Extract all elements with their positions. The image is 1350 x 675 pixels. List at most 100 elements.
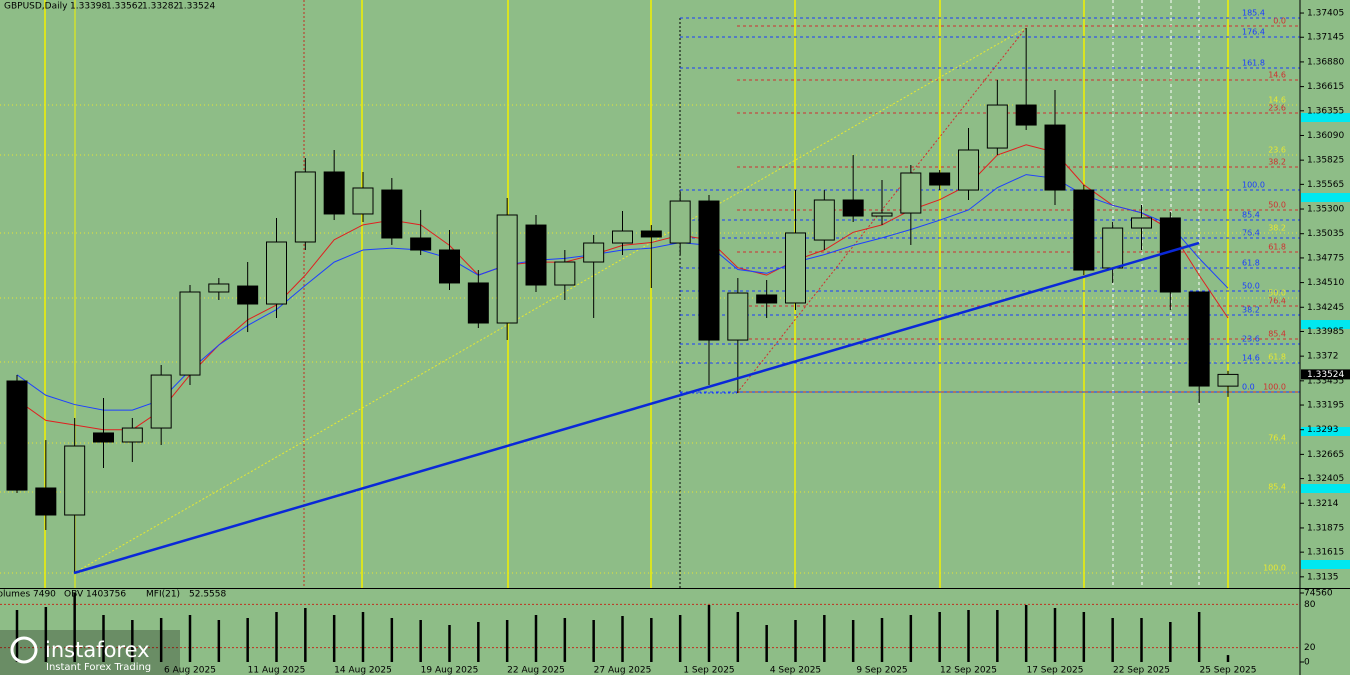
fib-label: 185.4	[1242, 8, 1265, 17]
fib-label: 23.6	[1268, 104, 1286, 113]
x-tick-label: 11 Aug 2025	[248, 666, 306, 675]
fib-label: 50.0	[1268, 288, 1286, 297]
marker	[1301, 560, 1350, 569]
ohlc-low: 1.33282	[142, 2, 179, 12]
fib-label: 23.6	[1242, 335, 1260, 344]
x-tick-label: 12 Sep 2025	[940, 666, 997, 675]
x-tick-label: 9 Sep 2025	[856, 666, 907, 675]
candle-body	[1044, 124, 1066, 191]
axis-markers	[1301, 113, 1350, 569]
x-tick-label: 17 Sep 2025	[1026, 666, 1083, 675]
y-tick-label: 1.34775	[1307, 253, 1344, 263]
fib-line	[73, 27, 1027, 574]
candle-body	[842, 199, 864, 217]
fib-label: 14.6	[1242, 354, 1260, 363]
candle-body	[1015, 104, 1037, 126]
ohlc-high: 1.33562	[106, 2, 143, 12]
y-tick-label: 1.3214	[1307, 499, 1339, 509]
fib-label: 50.0	[1242, 281, 1260, 290]
candle-body	[1073, 189, 1095, 271]
candle-body	[266, 241, 287, 305]
candle-body	[410, 237, 432, 251]
y-tick-label: 1.36355	[1307, 106, 1344, 116]
fib-label: 61.8	[1268, 243, 1286, 252]
y-tick-label: 1.32665	[1307, 450, 1344, 460]
y-tick-label: 1.31875	[1307, 523, 1344, 533]
mfi-tick-label: 20	[1304, 643, 1316, 653]
mfi-tick-label: 80	[1304, 600, 1316, 610]
candle-body	[1102, 227, 1124, 269]
x-tick-label: 22 Aug 2025	[507, 666, 565, 675]
y-tick-label: 1.3293	[1307, 425, 1339, 435]
candle-body	[554, 261, 576, 286]
fib-label: 38.2	[1242, 305, 1260, 314]
candle-body	[525, 224, 547, 286]
x-tick-label: 6 Aug 2025	[164, 666, 216, 675]
volume-tick-label: 0	[1304, 658, 1310, 668]
candle-body	[583, 242, 605, 263]
header: GBPUSD,Daily 1.33398 1.33562 1.33282 1.3…	[4, 2, 215, 12]
candle-body	[756, 294, 778, 304]
y-tick-label: 1.33985	[1307, 327, 1344, 337]
volume-tick-label: 74560	[1304, 589, 1333, 599]
fib-label: 100.0	[1263, 383, 1286, 392]
marker	[1301, 320, 1350, 329]
plot	[6, 28, 1239, 574]
y-tick-label: 1.35300	[1307, 205, 1344, 215]
candle-body	[35, 487, 57, 516]
price-axis: 1.37405 1.37145 1.36880 1.36615 1.36355 1.360…	[1300, 9, 1350, 582]
fib-label: 14.6	[1268, 96, 1286, 105]
y-tick-label: 1.36615	[1307, 82, 1344, 92]
price-label-bg	[1301, 369, 1350, 380]
candle-body	[900, 172, 922, 214]
lower-header: Volumes 7490 OBV 1403756 MFI(21) 52.5558	[0, 590, 226, 600]
candle-body	[986, 104, 1008, 149]
candle-body	[871, 212, 893, 217]
fib-label: 176.4	[1242, 27, 1265, 36]
fib-label: 38.2	[1268, 223, 1286, 232]
fib-levels: 185.4 176.4 161.8 100.0 85.4 76.4 61.8 50.0 38.2…	[0, 8, 1300, 574]
candle-body	[669, 200, 691, 244]
y-tick-label: 1.37405	[1307, 9, 1344, 19]
x-tick-label: 19 Aug 2025	[421, 666, 479, 675]
fib-label: 0.0	[1273, 16, 1286, 25]
y-tick-label: 1.3135	[1307, 572, 1339, 582]
x-tick-label: 1 Sep 2025	[683, 666, 734, 675]
fib-label: 161.8	[1242, 58, 1265, 67]
watermark-brand: instaforex	[45, 638, 150, 662]
y-tick-label: 1.34510	[1307, 278, 1344, 288]
fib-label: 14.6	[1268, 70, 1286, 79]
y-tick-label: 1.37145	[1307, 33, 1344, 43]
fib-label: 61.8	[1268, 353, 1286, 362]
candle-body	[6, 380, 28, 491]
watermark: instaforex Instant Forex Trading	[0, 630, 180, 675]
watermark-logo	[10, 636, 38, 664]
candle-body	[640, 230, 662, 238]
candle-body	[698, 200, 720, 341]
candle-body	[813, 199, 835, 241]
fib-label: 61.8	[1242, 258, 1260, 267]
candle-body	[121, 427, 143, 443]
obv-label: OBV	[64, 590, 84, 600]
candle-body	[93, 432, 114, 443]
watermark-bg	[0, 630, 180, 675]
y-tick-label: 1.31615	[1307, 548, 1344, 558]
candle-body	[294, 171, 316, 243]
candle-body	[1131, 217, 1152, 229]
fib-label: 38.2	[1268, 158, 1286, 167]
y-tick-label: 1.32405	[1307, 474, 1344, 484]
marker	[1301, 427, 1350, 436]
candle-body	[179, 291, 201, 376]
y-tick-label: 1.34245	[1307, 303, 1344, 313]
y-tick-label: 1.35565	[1307, 180, 1344, 190]
obv-value: 1403756	[86, 590, 126, 600]
x-tick-label: 22 Sep 2025	[1113, 666, 1170, 675]
marker	[1301, 193, 1350, 202]
fib-label: 23.6	[1268, 146, 1286, 155]
fib-label: 76.4	[1242, 228, 1260, 237]
y-tick-label: 1.35825	[1307, 156, 1344, 166]
fib-label: 85.4	[1268, 483, 1286, 492]
